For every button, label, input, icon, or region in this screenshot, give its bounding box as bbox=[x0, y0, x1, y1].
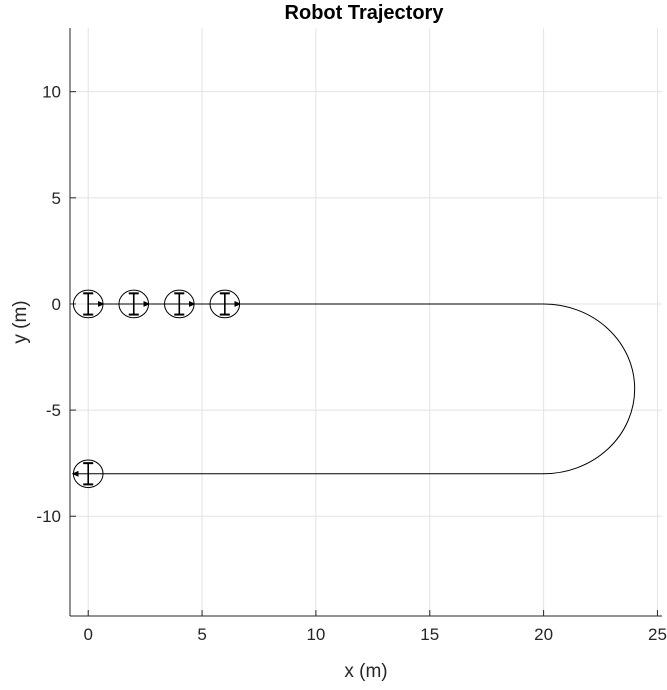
x-axis-label: x (m) bbox=[344, 661, 387, 682]
robot-pose-marker bbox=[163, 289, 196, 319]
trajectory-line bbox=[88, 303, 635, 475]
y-tick-label: 5 bbox=[52, 189, 61, 208]
robot-pose-marker bbox=[72, 289, 105, 319]
x-tick-label: 10 bbox=[306, 625, 325, 644]
y-axis-label: y (m) bbox=[10, 300, 31, 343]
x-tick-label: 20 bbox=[534, 625, 553, 644]
x-tick-label: 25 bbox=[648, 625, 667, 644]
chart-text: Robot Trajectory x (m) y (m) bbox=[10, 2, 444, 682]
x-tick-label: 0 bbox=[83, 625, 92, 644]
robot-pose-marker bbox=[118, 289, 151, 319]
robot-pose-marker bbox=[209, 289, 242, 319]
y-tick-label: -10 bbox=[36, 507, 61, 526]
chart-title: Robot Trajectory bbox=[285, 2, 445, 24]
grid-lines bbox=[70, 28, 662, 616]
y-tick-label: -5 bbox=[46, 401, 61, 420]
axes: 0 5 10 15 20 25 10 5 0 -5 -10 bbox=[36, 28, 667, 644]
y-tick-label: 10 bbox=[42, 83, 61, 102]
y-tick-label: 0 bbox=[52, 295, 61, 314]
x-tick-label: 15 bbox=[420, 625, 439, 644]
robot-pose-marker bbox=[71, 459, 104, 489]
x-tick-label: 5 bbox=[197, 625, 206, 644]
plot-data bbox=[71, 289, 635, 489]
